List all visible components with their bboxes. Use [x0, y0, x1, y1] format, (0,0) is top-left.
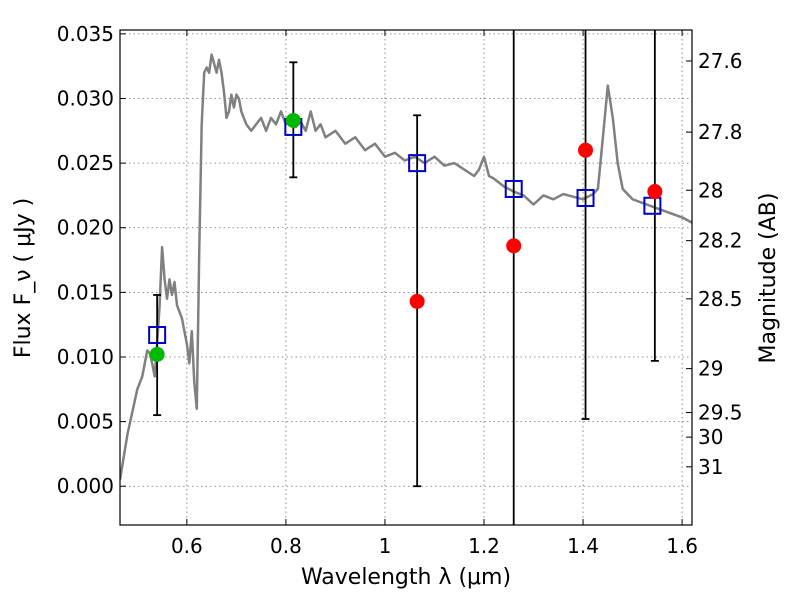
plot-frame [119, 29, 693, 526]
x-tick-label: 1.4 [567, 534, 599, 558]
right-tick-label: 27.6 [698, 49, 743, 73]
red-data-point [506, 238, 522, 254]
y-tick-label: 0.010 [57, 345, 114, 369]
model-flux-square [408, 154, 427, 173]
right-tick-label: 29.5 [698, 401, 743, 425]
x-axis-label: Wavelength λ (μm) [301, 565, 511, 590]
green-data-point [149, 346, 165, 362]
y-tick-label: 0.025 [57, 151, 114, 175]
y-tick-label: 0.020 [57, 216, 114, 240]
model-flux-square [576, 189, 595, 208]
y-tick-label: 0.000 [57, 474, 114, 498]
y-axis-label: Flux F_ν ( μJy ) [11, 198, 36, 358]
right-tick-label: 28.5 [698, 287, 743, 311]
model-spectrum-line [120, 53, 692, 481]
right-tick-label: 29 [698, 357, 723, 381]
x-tick-label: 1.6 [666, 534, 698, 558]
grid-lines [120, 30, 692, 525]
red-data-point [578, 142, 594, 158]
model-flux-square [148, 326, 167, 345]
axis-ticks: 0.6 0.8 1 1.2 1.4 1.6 0.000 0.005 0.010 0.015 0.02… [57, 22, 743, 558]
x-tick-label: 1 [379, 534, 392, 558]
right-tick-label: 28 [698, 178, 723, 202]
x-tick-label: 0.8 [270, 534, 302, 558]
right-tick-label: 28.2 [698, 229, 743, 253]
y-tick-label: 0.015 [57, 280, 114, 304]
right-tick-label: 31 [698, 455, 723, 479]
green-data-point [285, 112, 301, 128]
red-data-point [409, 293, 425, 309]
x-tick-label: 1.2 [468, 534, 500, 558]
y-tick-label: 0.005 [57, 410, 114, 434]
right-tick-label: 30 [698, 425, 723, 449]
y-tick-label: 0.035 [57, 22, 114, 46]
y-tick-label: 0.030 [57, 86, 114, 110]
plot-area [120, 30, 692, 525]
right-axis-label: Magnitude (AB) [756, 193, 781, 364]
x-tick-label: 0.6 [171, 534, 203, 558]
right-tick-label: 27.8 [698, 120, 743, 144]
red-data-point [647, 184, 663, 200]
model-flux-square [504, 179, 523, 198]
